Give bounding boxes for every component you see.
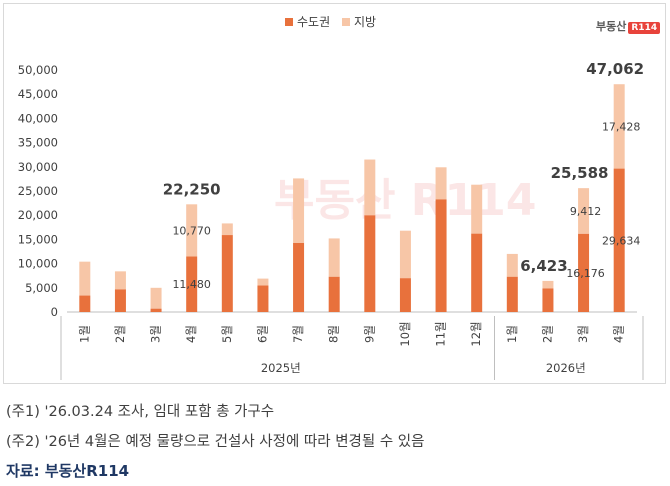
segment-data-label: 9,412: [570, 205, 602, 218]
bar-metro: [506, 276, 518, 312]
segment-data-label: 11,480: [172, 278, 211, 291]
y-tick-label: 25,000: [18, 184, 58, 198]
bar-metro: [471, 233, 483, 312]
y-tick-label: 5,000: [25, 281, 58, 295]
x-tick-label: 2월: [113, 325, 127, 343]
bar-metro: [613, 168, 625, 312]
x-tick-label: 4월: [612, 325, 626, 343]
bar-metro: [435, 199, 447, 312]
bar-metro: [257, 285, 269, 312]
segment-data-label: 16,176: [566, 267, 605, 280]
y-tick-label: 45,000: [18, 87, 58, 101]
y-tick-label: 15,000: [18, 232, 58, 246]
group-label: 2025년: [261, 361, 301, 375]
bar-metro: [578, 233, 590, 312]
segment-data-label: 17,428: [602, 120, 641, 133]
total-label: 22,250: [163, 180, 221, 198]
x-tick-label: 4월: [184, 325, 198, 343]
source: 자료: 부동산R114: [6, 462, 130, 480]
legend-swatch-metro: [285, 18, 293, 26]
bar-local: [79, 261, 91, 296]
watermark: 부동산 R114: [274, 175, 537, 226]
y-tick-label: 50,000: [18, 63, 58, 77]
bar-local: [542, 280, 554, 289]
y-tick-label: 0: [51, 305, 58, 319]
logo-text: 부동산: [596, 20, 627, 33]
segment-data-label: 10,770: [172, 224, 211, 237]
bar-local: [578, 188, 590, 234]
group-label: 2026년: [546, 361, 586, 375]
bar-local: [506, 253, 518, 277]
bar-local: [257, 278, 269, 286]
x-tick-label: 11월: [434, 321, 448, 346]
bar-metro: [150, 308, 162, 312]
bar-metro: [293, 242, 305, 312]
bar-local: [186, 204, 198, 257]
x-tick-label: 1월: [505, 325, 519, 343]
bar-chart: 0 5,000 10,000 15,000 20,000 25,000 30,000 35,0…: [18, 15, 644, 380]
y-tick-label: 30,000: [18, 160, 58, 174]
x-tick-label: 10월: [398, 321, 412, 346]
y-tick-label: 35,000: [18, 136, 58, 150]
bar-local: [114, 271, 126, 290]
bar-metro: [186, 256, 198, 312]
bar-local: [364, 159, 376, 216]
x-tick-label: 7월: [291, 325, 305, 343]
total-label: 25,588: [551, 164, 609, 182]
x-tick-label: 1월: [77, 325, 91, 343]
bar-local: [399, 230, 411, 279]
chart-frame: 부동산 R114 부동산 R114 0 5,000 10,000 15,000 20,00…: [3, 3, 666, 384]
legend-label-local: 지방: [354, 15, 376, 29]
x-tick-label: 3월: [576, 325, 590, 343]
x-tick-label: 12월: [469, 321, 483, 346]
bar-local: [221, 223, 233, 236]
bar-metro: [328, 276, 340, 312]
bar-local: [293, 178, 305, 243]
note-2: (주2) '26년 4월은 예정 물량으로 건설사 사정에 따라 변경될 수 있…: [6, 434, 425, 450]
segment-data-label: 29,634: [602, 234, 641, 247]
logo: 부동산 R114: [596, 18, 661, 34]
legend-label-metro: 수도권: [297, 15, 330, 29]
bar-local: [150, 287, 162, 309]
x-tick-label: 6월: [255, 325, 269, 343]
y-tick-label: 10,000: [18, 257, 58, 271]
bar-metro: [79, 295, 91, 312]
bar-metro: [221, 235, 233, 312]
bar-local: [328, 238, 340, 277]
bar-metro: [542, 288, 554, 312]
logo-badge: R114: [628, 22, 661, 34]
total-label: 6,423: [520, 257, 567, 275]
bar-metro: [399, 278, 411, 312]
bar-local: [435, 167, 447, 200]
x-tick-label: 5월: [220, 325, 234, 343]
y-tick-label: 20,000: [18, 208, 58, 222]
note-1: (주1) '26.03.24 조사, 임대 포함 총 가구수: [6, 404, 275, 420]
x-tick-label: 8월: [327, 325, 341, 343]
bar-metro: [114, 289, 126, 312]
x-tick-label: 3월: [149, 325, 163, 343]
total-label: 47,062: [586, 60, 644, 78]
y-tick-label: 40,000: [18, 111, 58, 125]
x-tick-label: 9월: [362, 325, 376, 343]
bar-metro: [364, 215, 376, 312]
legend-swatch-local: [342, 18, 350, 26]
x-tick-label: 2월: [540, 325, 554, 343]
bar-local: [613, 84, 625, 169]
bar-local: [471, 184, 483, 234]
